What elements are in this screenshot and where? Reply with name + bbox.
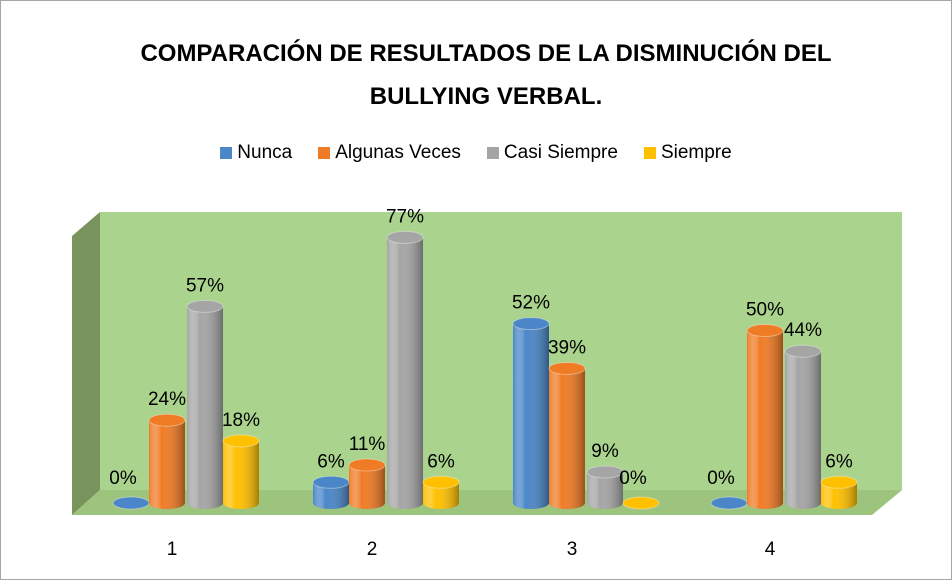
bar-cap (622, 496, 660, 510)
x-tick-label: 2 (367, 539, 378, 560)
legend-item: Algunas Veces (318, 142, 461, 164)
data-label: 6% (317, 451, 345, 472)
bar-shade (821, 482, 857, 509)
data-label: 57% (186, 275, 224, 296)
side-wall (72, 212, 100, 515)
bar-cap (348, 458, 386, 472)
bar-shade (149, 420, 185, 509)
bar-cap (820, 475, 858, 489)
bar-cap (512, 317, 550, 331)
data-label: 18% (222, 410, 260, 431)
legend-label: Algunas Veces (335, 142, 461, 163)
data-label: 24% (148, 389, 186, 410)
legend: Nunca Algunas Veces Casi Siempre Siempre (0, 142, 952, 164)
x-tick-label: 3 (567, 539, 578, 560)
bar-cap (148, 413, 186, 427)
bar-shade (587, 471, 623, 509)
chart-title: COMPARACIÓN DE RESULTADOS DE LA DISMINUC… (140, 40, 832, 110)
bar-shade (387, 237, 423, 509)
bar-shade (349, 465, 385, 509)
data-label: 9% (591, 441, 619, 462)
x-tick-label: 4 (765, 539, 776, 560)
data-label: 0% (109, 468, 137, 489)
bar-cap (548, 361, 586, 375)
bar-shade (747, 330, 783, 509)
data-label: 39% (548, 337, 586, 358)
bar-cap (784, 344, 822, 358)
legend-swatch (220, 147, 233, 159)
bar-cap (746, 324, 784, 337)
legend-swatch (486, 147, 499, 159)
back-wall (100, 212, 902, 490)
legend-label: Nunca (237, 142, 293, 163)
floor (72, 490, 902, 515)
data-label: 0% (707, 468, 735, 489)
bar-cap (112, 496, 150, 510)
bar-shade (313, 482, 349, 509)
data-label: 6% (427, 451, 455, 472)
bar-shade (785, 351, 821, 509)
bar-shade (223, 440, 259, 509)
bar-shade (549, 368, 585, 509)
bar-cap (710, 496, 748, 510)
bar-cap (586, 465, 624, 479)
legend-item: Nunca (220, 142, 292, 164)
data-label: 6% (825, 451, 853, 472)
bar-cap (186, 299, 224, 313)
data-label: 0% (619, 468, 647, 489)
bar-shade (187, 306, 223, 509)
bar-cap (386, 230, 424, 244)
x-tick-label: 1 (167, 539, 178, 560)
data-label: 50% (746, 300, 784, 321)
data-label: 77% (386, 206, 424, 227)
legend-item: Casi Siempre (486, 142, 618, 164)
legend-swatch (318, 147, 331, 159)
data-label: 44% (784, 320, 822, 341)
data-label: 11% (349, 434, 386, 455)
legend-item: Siempre (643, 142, 732, 164)
bar-shade (423, 482, 459, 509)
bar-shade (513, 323, 549, 509)
bar-cap (422, 475, 460, 489)
legend-swatch (643, 147, 656, 159)
legend-label: Casi Siempre (503, 142, 618, 163)
legend-label: Siempre (660, 142, 732, 163)
data-label: 52% (512, 293, 550, 314)
bar-cap (312, 475, 350, 489)
bar-cap (222, 434, 260, 448)
